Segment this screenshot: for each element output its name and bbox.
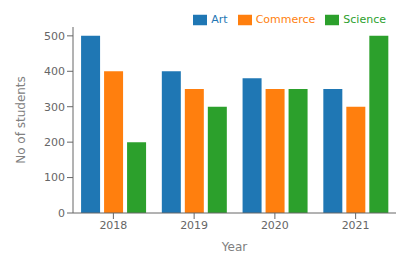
html-text:Commerce: Commerce — [255, 13, 316, 26]
svg-text:2018: 2018 — [99, 219, 127, 232]
svg-text:300: 300 — [44, 101, 65, 114]
svg-text:100: 100 — [44, 171, 65, 184]
svg-text:500: 500 — [44, 30, 65, 43]
svg-text:0: 0 — [58, 207, 65, 220]
svg-text:2019: 2019 — [180, 219, 208, 232]
svg-text:200: 200 — [44, 136, 65, 149]
svg-text:400: 400 — [44, 65, 65, 78]
svg-text:2021: 2021 — [342, 219, 370, 232]
html-text:Science: Science — [343, 13, 386, 26]
svg-text:Year: Year — [221, 240, 247, 254]
html-text:Art: Art — [211, 13, 228, 26]
svg-text:2020: 2020 — [261, 219, 289, 232]
svg-text:No of students: No of students — [14, 76, 28, 164]
